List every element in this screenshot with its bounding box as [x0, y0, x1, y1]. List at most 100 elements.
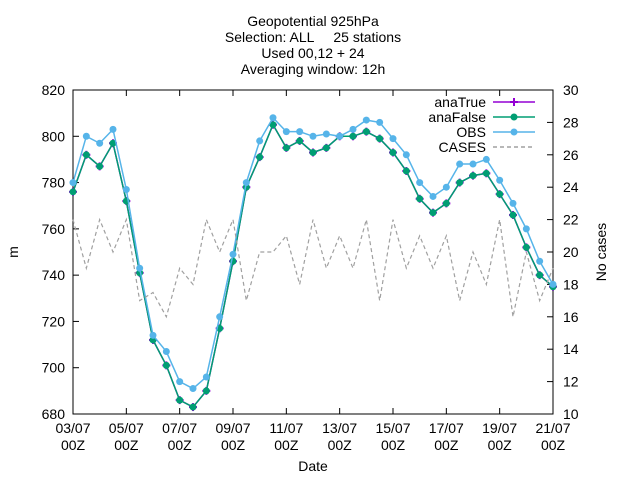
- data-point: [96, 139, 104, 147]
- y2-axis-label: No cases: [593, 223, 609, 281]
- data-point: [296, 137, 304, 145]
- series-line: [72, 123, 554, 409]
- data-point: [402, 151, 410, 159]
- data-point: [162, 361, 170, 369]
- y2-tick-label: 12: [563, 374, 579, 390]
- data-point: [309, 148, 317, 156]
- data-point: [376, 135, 384, 143]
- x-tick-label: 19/07 00Z: [482, 420, 517, 453]
- data-point: [442, 183, 450, 191]
- chart-title: Used 00,12 + 24: [261, 45, 364, 61]
- data-point: [416, 195, 424, 203]
- y-tick-label: 740: [42, 267, 66, 283]
- y2-tick-label: 30: [563, 82, 579, 98]
- data-point: [202, 387, 210, 395]
- data-point: [282, 128, 290, 136]
- y-tick-label: 780: [42, 175, 66, 191]
- x-tick-label: 17/07 00Z: [429, 420, 464, 453]
- data-point: [536, 257, 544, 265]
- data-point: [322, 130, 330, 138]
- x-tick-label: 21/07 00Z: [535, 420, 570, 453]
- data-point: [109, 125, 117, 133]
- data-point: [109, 139, 117, 147]
- y2-tick-label: 24: [563, 179, 579, 195]
- legend-marker: [510, 113, 518, 121]
- y-tick-label: 680: [42, 406, 66, 422]
- data-point: [362, 116, 370, 124]
- data-point: [216, 313, 224, 321]
- y-tick-label: 820: [42, 82, 66, 98]
- data-point: [322, 144, 330, 152]
- data-point: [82, 151, 90, 159]
- x-tick-label: 09/07 00Z: [215, 420, 250, 453]
- legend-label: anaFalse: [428, 109, 486, 125]
- data-point: [136, 264, 144, 272]
- data-point: [69, 179, 77, 187]
- data-point: [536, 271, 544, 279]
- data-point: [176, 396, 184, 404]
- data-point: [122, 186, 130, 194]
- data-point: [522, 243, 530, 251]
- data-point: [376, 118, 384, 126]
- x-tick-label: 03/07 00Z: [55, 420, 90, 453]
- legend-label: OBS: [456, 124, 486, 140]
- series-line: [72, 217, 554, 319]
- legend-marker: [510, 128, 518, 136]
- data-point: [296, 128, 304, 136]
- data-point: [389, 135, 397, 143]
- y-tick-label: 760: [42, 221, 66, 237]
- x-tick-label: 15/07 00Z: [375, 420, 410, 453]
- data-point: [496, 190, 504, 198]
- data-point: [202, 373, 210, 381]
- chart-title: Selection: ALL 25 stations: [225, 29, 401, 45]
- data-point: [509, 199, 517, 207]
- data-point: [482, 169, 490, 177]
- data-point: [96, 162, 104, 170]
- data-point: [189, 403, 197, 411]
- data-point: [402, 167, 410, 175]
- data-point: [482, 155, 490, 163]
- y2-tick-label: 20: [563, 244, 579, 260]
- data-point: [149, 331, 157, 339]
- data-point: [229, 250, 237, 258]
- data-point: [442, 199, 450, 207]
- data-point: [336, 132, 344, 140]
- chart-title: Geopotential 925hPa: [247, 13, 379, 29]
- y2-tick-label: 22: [563, 212, 579, 228]
- y2-tick-label: 14: [563, 341, 579, 357]
- data-point: [256, 153, 264, 161]
- data-point: [362, 128, 370, 136]
- y2-tick-label: 26: [563, 147, 579, 163]
- y-axis-label: m: [5, 246, 21, 258]
- y2-tick-label: 16: [563, 309, 579, 325]
- data-point: [309, 132, 317, 140]
- data-point: [456, 179, 464, 187]
- data-point: [549, 280, 557, 288]
- data-point: [429, 209, 437, 217]
- y2-tick-label: 18: [563, 276, 579, 292]
- data-point: [269, 121, 277, 129]
- y2-tick-label: 10: [563, 406, 579, 422]
- x-tick-label: 07/07 00Z: [162, 420, 197, 453]
- data-point: [162, 348, 170, 356]
- chart-title: Averaging window: 12h: [241, 61, 386, 77]
- series-line: [72, 123, 554, 409]
- data-point: [496, 176, 504, 184]
- data-point: [256, 137, 264, 145]
- data-point: [189, 385, 197, 393]
- x-tick-label: 11/07 00Z: [269, 420, 303, 453]
- data-point: [242, 179, 250, 187]
- data-point: [389, 148, 397, 156]
- data-point: [469, 172, 477, 180]
- data-point: [509, 211, 517, 219]
- data-point: [69, 188, 77, 196]
- data-point: [416, 179, 424, 187]
- y-tick-label: 720: [42, 313, 66, 329]
- data-point: [82, 132, 90, 140]
- legend-label: anaTrue: [434, 94, 486, 110]
- data-point: [269, 114, 277, 122]
- data-point: [282, 144, 290, 152]
- x-tick-label: 05/07 00Z: [109, 420, 144, 453]
- x-axis-label: Date: [298, 458, 328, 474]
- y2-tick-label: 28: [563, 114, 579, 130]
